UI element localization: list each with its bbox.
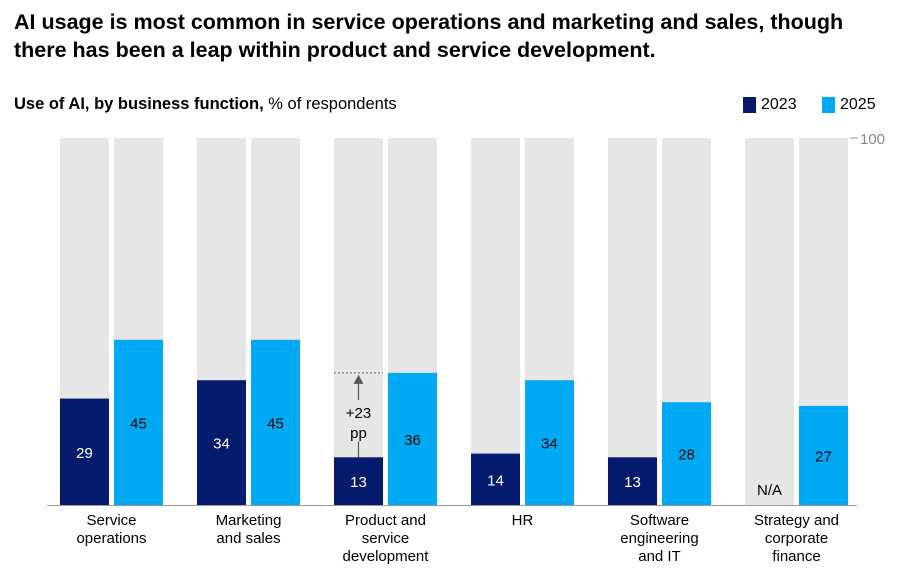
- bar-2023: [60, 398, 109, 505]
- data-label: 34: [541, 436, 558, 453]
- category-label: corporate: [765, 530, 828, 547]
- bar-2023: [471, 453, 520, 505]
- bar-2023: [197, 380, 246, 505]
- category-label: HR: [512, 512, 534, 529]
- data-label: 27: [815, 448, 832, 465]
- legend-item-2025: 2025: [822, 96, 876, 114]
- bar-2025: [251, 339, 300, 505]
- bar-background: [471, 138, 520, 505]
- data-label: 28: [678, 447, 695, 464]
- subtitle-bold: Use of AI, by business function,: [14, 95, 264, 113]
- category-label: and sales: [216, 530, 280, 547]
- headline: AI usage is most common in service opera…: [14, 10, 844, 62]
- data-label: 36: [404, 432, 421, 449]
- data-label: 13: [624, 474, 641, 491]
- bar-2025: [388, 372, 437, 505]
- chart-subtitle: Use of AI, by business function, % of re…: [14, 95, 397, 114]
- category-label: development: [343, 548, 430, 565]
- arrow-up-icon: [353, 374, 364, 384]
- missing-label: N/A: [757, 482, 782, 499]
- annotation-text: +23: [346, 405, 371, 422]
- data-label: 14: [487, 472, 504, 489]
- data-label: 29: [76, 445, 93, 462]
- bar-background: [608, 138, 657, 505]
- bar-2025: [114, 339, 163, 505]
- category-label: engineering: [620, 530, 698, 547]
- bar-2023: [334, 457, 383, 505]
- data-label: 45: [267, 415, 284, 432]
- category-label: finance: [772, 548, 820, 565]
- bar-background: [745, 138, 794, 505]
- legend-swatch: [743, 97, 756, 113]
- annotation-text: pp: [350, 425, 367, 442]
- data-label: 34: [213, 436, 230, 453]
- category-label: Service: [86, 512, 136, 529]
- category-label: and IT: [638, 548, 681, 565]
- category-label: operations: [76, 530, 146, 547]
- category-label: Marketing: [216, 512, 282, 529]
- category-label: Strategy and: [754, 512, 839, 529]
- legend-label: 2023: [761, 96, 797, 113]
- category-label: Product and: [345, 512, 426, 529]
- subtitle-unit: % of respondents: [263, 95, 397, 113]
- bar-2023: [608, 457, 657, 505]
- data-label: 45: [130, 415, 147, 432]
- bar-2025: [662, 402, 711, 505]
- category-label: Software: [630, 512, 689, 529]
- bar-2025: [525, 380, 574, 505]
- legend-label: 2025: [840, 96, 876, 113]
- bar-2025: [799, 405, 848, 505]
- data-label: 13: [350, 474, 367, 491]
- legend-swatch: [822, 97, 835, 113]
- legend-item-2023: 2023: [743, 96, 797, 114]
- category-label: service: [362, 530, 410, 547]
- y-tick-label: 100: [860, 131, 885, 148]
